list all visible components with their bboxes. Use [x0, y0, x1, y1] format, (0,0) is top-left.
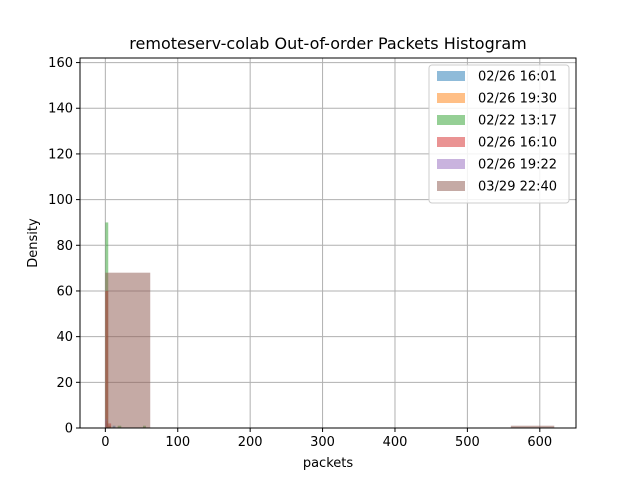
legend-swatch — [437, 137, 465, 147]
x-tick-label: 100 — [165, 435, 190, 450]
legend-swatch — [437, 181, 465, 191]
x-tick-label: 0 — [101, 435, 109, 450]
legend-entry-label: 02/22 13:17 — [478, 114, 557, 129]
y-tick-label: 100 — [48, 193, 73, 208]
y-tick-label: 0 — [65, 422, 73, 437]
legend-swatch — [437, 115, 465, 125]
x-tick-label: 600 — [527, 435, 552, 450]
legend-entry-label: 03/29 22:40 — [478, 180, 557, 195]
plot-frame — [79, 57, 577, 429]
histogram-bar — [510, 425, 555, 428]
y-tick-label: 160 — [48, 56, 73, 71]
legend-entry-label: 02/26 16:01 — [478, 70, 557, 85]
legend-entry-label: 02/26 19:22 — [478, 158, 557, 173]
y-tick-label: 20 — [56, 376, 73, 391]
y-axis-label: Density — [26, 218, 41, 268]
x-tick-label: 200 — [238, 435, 263, 450]
x-tick-label: 400 — [383, 435, 408, 450]
x-tick-label: 300 — [310, 435, 335, 450]
x-tick-label: 500 — [455, 435, 480, 450]
y-tick-label: 140 — [48, 102, 73, 117]
x-axis-label: packets — [303, 456, 354, 471]
legend-swatch — [437, 159, 465, 169]
legend-entry-label: 02/26 16:10 — [478, 136, 557, 151]
legend-swatch — [437, 71, 465, 81]
legend-swatch — [437, 93, 465, 103]
bars-layer — [105, 222, 555, 428]
histogram-bar — [105, 272, 151, 428]
ticks-layer: 0 100 200 300 400 500 600 0 20 40 60 80 100 120 140 160 — [48, 56, 552, 450]
y-tick-label: 40 — [56, 330, 73, 345]
legend: 02/26 16:01 02/26 19:30 02/22 13:17 02/26 1… — [428, 64, 570, 204]
legend-entry-label: 02/26 19:30 — [478, 92, 557, 107]
y-tick-label: 80 — [56, 239, 73, 254]
y-tick-label: 120 — [48, 147, 73, 162]
y-tick-label: 60 — [56, 284, 73, 299]
chart-title: remoteserv-colab Out-of-order Packets Hi… — [129, 34, 526, 53]
